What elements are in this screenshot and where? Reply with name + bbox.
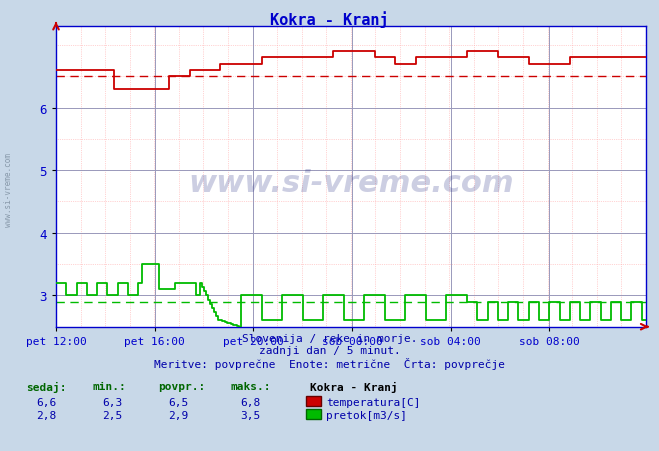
Text: maks.:: maks.: [231,381,271,391]
Text: 6,3: 6,3 [102,397,122,407]
Text: zadnji dan / 5 minut.: zadnji dan / 5 minut. [258,345,401,355]
Text: 2,5: 2,5 [102,410,122,420]
Text: 2,9: 2,9 [168,410,188,420]
Text: www.si-vreme.com: www.si-vreme.com [188,169,514,198]
Text: Kokra - Kranj: Kokra - Kranj [270,11,389,28]
Text: www.si-vreme.com: www.si-vreme.com [4,152,13,226]
Text: 3,5: 3,5 [241,410,260,420]
Text: min.:: min.: [92,381,126,391]
Text: 2,8: 2,8 [36,410,56,420]
Text: Meritve: povprečne  Enote: metrične  Črta: povprečje: Meritve: povprečne Enote: metrične Črta:… [154,357,505,369]
Text: Kokra - Kranj: Kokra - Kranj [310,381,397,392]
Text: 6,8: 6,8 [241,397,260,407]
Text: 6,6: 6,6 [36,397,56,407]
Text: 6,5: 6,5 [168,397,188,407]
Text: povpr.:: povpr.: [158,381,206,391]
Text: sedaj:: sedaj: [26,381,67,392]
Text: Slovenija / reke in morje.: Slovenija / reke in morje. [242,333,417,343]
Text: pretok[m3/s]: pretok[m3/s] [326,410,407,420]
Text: temperatura[C]: temperatura[C] [326,397,420,407]
